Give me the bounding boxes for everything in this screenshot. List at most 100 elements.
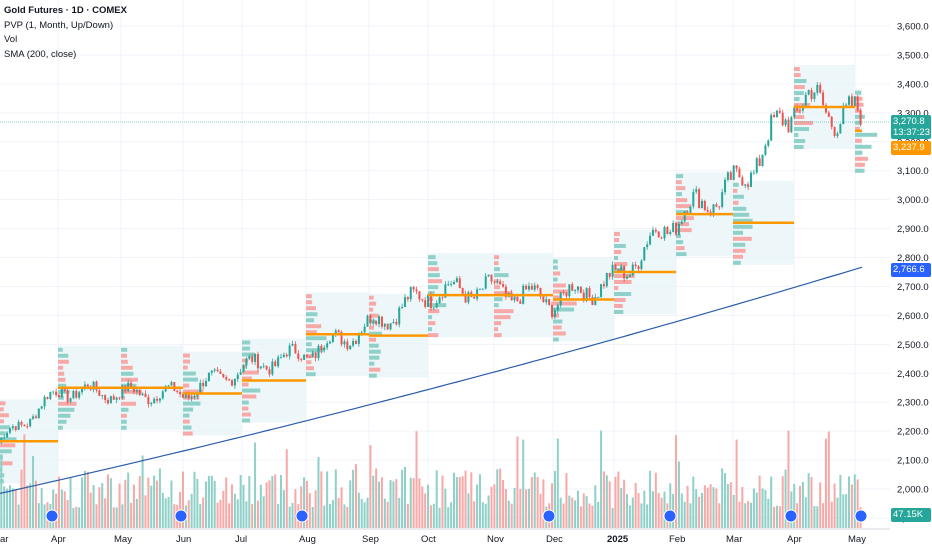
volume-bar <box>461 476 464 528</box>
volume-bar <box>202 497 205 528</box>
candle-body <box>767 140 770 146</box>
event-marker-icon[interactable] <box>663 509 677 523</box>
candle-body <box>104 395 107 401</box>
volume-bar <box>487 495 490 528</box>
candle-body <box>395 321 398 325</box>
candle-body <box>657 231 660 238</box>
sma-indicator-label[interactable]: SMA (200, close) <box>4 48 77 60</box>
candle-body <box>427 294 430 307</box>
volume-bar <box>83 470 86 528</box>
candle-body <box>758 158 761 167</box>
candle-body <box>138 389 141 396</box>
candle-body <box>20 421 23 425</box>
volume-bar <box>793 483 796 528</box>
candle-body <box>233 378 236 386</box>
candle-body <box>6 432 9 438</box>
volume-bar <box>34 480 37 528</box>
profile-row <box>676 252 687 257</box>
profile-row <box>614 298 626 302</box>
volume-bar <box>530 477 533 528</box>
event-marker-icon[interactable] <box>295 509 309 523</box>
candle-body <box>562 292 565 294</box>
volume-bar <box>594 485 597 528</box>
volume-bar <box>130 502 133 528</box>
candle-body <box>311 352 314 357</box>
volume-bar <box>582 493 585 528</box>
candle-body <box>213 369 216 371</box>
volume-bar <box>464 470 467 528</box>
volume-bar <box>72 507 75 528</box>
volume-bar <box>504 489 507 528</box>
volume-bar <box>233 493 236 528</box>
candle-body <box>406 297 409 300</box>
volume-bar <box>403 466 407 528</box>
volume-indicator-label[interactable]: Vol <box>4 34 18 45</box>
time-tick-label: Nov <box>487 534 504 545</box>
event-marker-icon[interactable] <box>854 509 868 523</box>
candle-body <box>352 340 355 346</box>
symbol-title[interactable]: Gold Futures · 1D · COMEX <box>4 5 127 16</box>
profile-row <box>121 371 134 376</box>
price-tick-label: 2,200.0 <box>897 427 929 438</box>
volume-bar <box>305 480 308 528</box>
candlesticks <box>0 81 862 445</box>
candle-body <box>781 112 784 126</box>
profile-row <box>676 222 690 227</box>
candle-body <box>683 211 686 222</box>
candle-body <box>824 105 827 113</box>
candle-body <box>816 84 819 93</box>
time-tick-label: Apr <box>51 534 66 545</box>
profile-row <box>676 228 692 233</box>
volume-bar <box>156 480 159 528</box>
profile-row <box>855 162 865 167</box>
volume-bar <box>467 493 470 528</box>
volume-bar <box>478 474 481 528</box>
profile-row <box>855 90 862 95</box>
candle-body <box>478 289 481 291</box>
volume-bar <box>669 483 672 528</box>
event-marker-icon[interactable] <box>542 509 556 523</box>
volume-bar <box>320 471 323 528</box>
profile-row <box>183 377 198 382</box>
volume-bar <box>383 498 386 528</box>
volume-bar <box>830 501 833 528</box>
volume-bar <box>458 477 461 528</box>
profile-row <box>733 218 753 223</box>
volume-bar <box>346 506 349 528</box>
profile-row <box>494 303 499 308</box>
pvp-indicator-label[interactable]: PVP (1, Month, Up/Down) <box>4 19 114 31</box>
candle-body <box>340 332 343 345</box>
profile-row <box>494 261 499 266</box>
profile-row <box>242 346 251 351</box>
volume-bar <box>0 454 3 528</box>
price-tick-label: 2,500.0 <box>897 340 929 351</box>
volume-bar <box>778 506 781 528</box>
candle-body <box>735 165 738 169</box>
profile-row <box>553 337 559 342</box>
candle-body <box>37 408 40 419</box>
candle-body <box>216 369 219 372</box>
profile-row <box>855 138 862 143</box>
profile-row <box>306 324 322 329</box>
volume-bar <box>23 434 26 528</box>
candle-body <box>366 315 369 327</box>
profile-row <box>494 273 509 278</box>
candle-body <box>380 316 383 327</box>
volume-bar <box>824 438 827 528</box>
candle-body <box>504 286 507 298</box>
volume-bar <box>216 502 219 528</box>
profile-row <box>794 133 799 138</box>
candle-body <box>499 281 502 285</box>
event-marker-icon[interactable] <box>174 509 188 523</box>
volume-bar <box>127 472 130 528</box>
event-marker-icon[interactable] <box>45 509 59 523</box>
volume-bar <box>429 505 432 528</box>
event-marker-icon[interactable] <box>784 509 798 523</box>
volume-bar <box>516 436 519 528</box>
profile-row <box>494 321 502 326</box>
profile-row <box>553 325 562 330</box>
volume-bar <box>853 474 856 528</box>
candle-body <box>109 396 112 404</box>
profile-row <box>794 85 805 90</box>
